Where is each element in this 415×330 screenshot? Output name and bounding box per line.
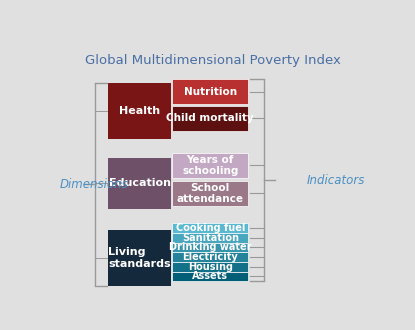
Text: Indicators: Indicators (307, 174, 366, 187)
Bar (173, 153, 248, 178)
Text: Housing: Housing (188, 262, 233, 272)
Bar (108, 158, 171, 209)
Bar (173, 181, 248, 206)
Bar (173, 233, 248, 243)
Text: Years of
schooling: Years of schooling (182, 154, 239, 176)
Text: Global Multidimensional Poverty Index: Global Multidimensional Poverty Index (85, 53, 341, 67)
Text: School
attendance: School attendance (177, 182, 244, 204)
Text: Assets: Assets (192, 271, 228, 281)
Text: Nutrition: Nutrition (184, 87, 237, 97)
Text: Sanitation: Sanitation (182, 233, 239, 243)
Text: Living
standards: Living standards (108, 247, 171, 269)
Bar (173, 252, 248, 262)
Text: Health: Health (119, 106, 160, 116)
Text: Child mortality: Child mortality (166, 114, 254, 123)
Bar (173, 243, 248, 252)
Text: Electricity: Electricity (183, 252, 238, 262)
Bar (108, 83, 171, 139)
Bar (173, 106, 248, 131)
Text: Drinking water: Drinking water (169, 243, 251, 252)
Bar (173, 79, 248, 104)
Text: Education: Education (108, 178, 171, 188)
Text: Dimensions: Dimensions (60, 178, 129, 191)
Text: Cooking fuel: Cooking fuel (176, 223, 245, 233)
Bar (108, 230, 171, 286)
Bar (173, 262, 248, 272)
Bar (173, 272, 248, 281)
Bar (173, 223, 248, 233)
